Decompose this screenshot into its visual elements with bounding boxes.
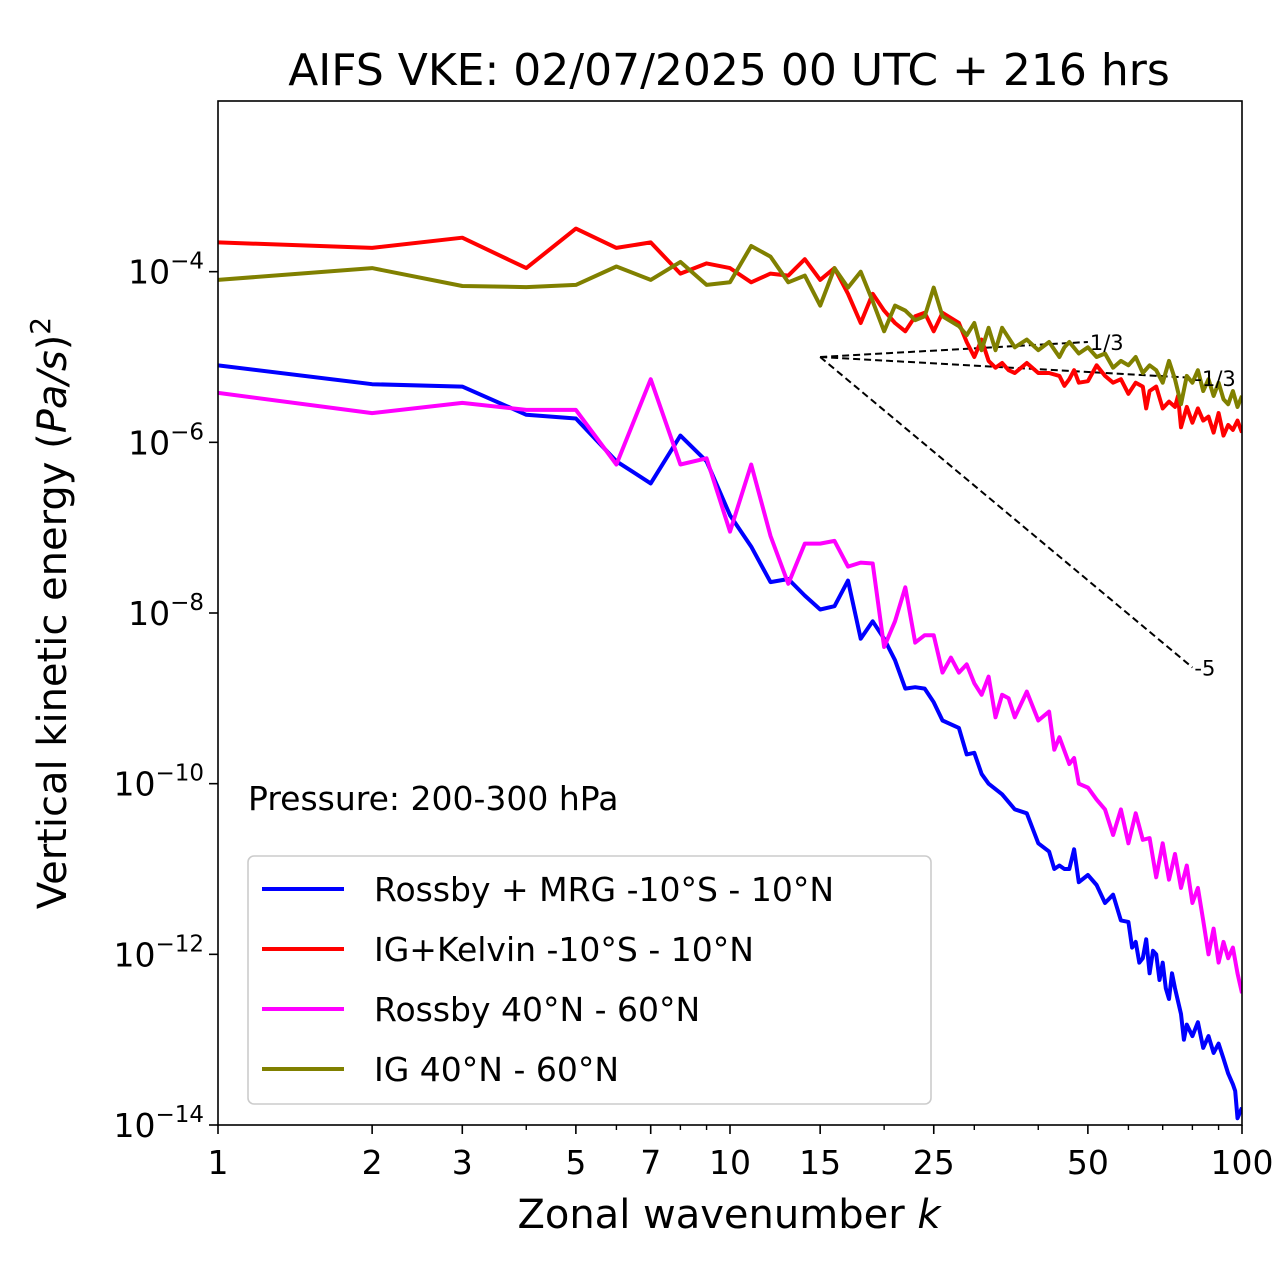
y-tick-exponent: −4 [170, 249, 204, 275]
series-line-ig-40-n-60-n [218, 244, 1242, 409]
y-tick-exponent: −8 [170, 590, 204, 616]
y-tick-label: 10−8 [128, 590, 204, 633]
x-tick-label: 25 [913, 1143, 955, 1182]
y-tick-label: 10−12 [113, 931, 204, 974]
pressure-annotation: Pressure: 200-300 hPa [248, 779, 618, 818]
x-tick-label: 5 [565, 1143, 586, 1182]
legend: Rossby + MRG -10°S - 10°N IG+Kelvin -10°S… [247, 855, 932, 1105]
x-tick-label: 10 [709, 1143, 751, 1182]
y-tick-base: 10 [128, 253, 170, 292]
chart-title: AIFS VKE: 02/07/2025 00 UTC + 216 hrs [288, 45, 1170, 96]
x-tick-label: 15 [799, 1143, 841, 1182]
legend-label-ig-kelvin-10-s-10-n: IG+Kelvin -10°S - 10°N [374, 930, 754, 969]
y-tick-base: 10 [113, 935, 155, 974]
y-tick-base: 10 [113, 1106, 155, 1145]
y-tick-exponent: −6 [170, 419, 204, 445]
y-axis-label-var: Pa/s [30, 350, 76, 433]
y-tick-exponent: −10 [155, 761, 204, 787]
x-tick-label: 3 [452, 1143, 473, 1182]
x-tick-label: 7 [640, 1143, 661, 1182]
y-tick-base: 10 [113, 765, 155, 804]
y-axis-label-exp: 2 [24, 317, 57, 335]
y-tick-label: 10−14 [113, 1102, 204, 1145]
reference-line-label-3: -5 [1194, 656, 1215, 680]
legend-label-rossby-40-n-60-n: Rossby 40°N - 60°N [374, 990, 700, 1029]
x-axis-ticks: 1 2 3 5 7 10 15 25 50 100 [208, 1125, 1274, 1182]
series-line-rossby-40-n-60-n [218, 377, 1242, 994]
series-line-rossby-mrg-10-s-10-n [218, 363, 1242, 1121]
x-tick-label: 2 [362, 1143, 383, 1182]
legend-label-rossby-mrg-10-s-10-n: Rossby + MRG -10°S - 10°N [374, 870, 834, 909]
reference-line-3 [819, 356, 1194, 669]
reference-line-2 [820, 356, 1193, 379]
y-tick-label: 10−10 [113, 761, 204, 804]
y-tick-exponent: −12 [155, 931, 204, 957]
x-axis-label: Zonal wavenumber k [517, 1192, 942, 1238]
y-tick-label: 10−4 [128, 249, 204, 292]
legend-items: Rossby + MRG -10°S - 10°N IG+Kelvin -10°S… [262, 870, 834, 1089]
legend-box [247, 855, 932, 1105]
reference-line-label-1: 1/3 [1090, 331, 1124, 355]
series-layer [218, 226, 1242, 1121]
y-axis-label: Vertical kinetic energy (Pa/s)2 [24, 317, 76, 909]
y-tick-base: 10 [128, 594, 170, 633]
y-tick-base: 10 [128, 423, 170, 462]
x-tick-label: 1 [208, 1143, 229, 1182]
x-axis-label-var: k [917, 1192, 942, 1238]
y-axis-label-close: ) [30, 335, 76, 351]
reference-labels: 1/3 -1/3 -5 [1090, 331, 1236, 680]
legend-label-ig-40-n-60-n: IG 40°N - 60°N [374, 1050, 619, 1089]
reference-line-label-2: -1/3 [1194, 367, 1235, 391]
x-axis-label-text: Zonal wavenumber [517, 1192, 905, 1238]
x-tick-label: 100 [1211, 1143, 1274, 1182]
y-axis-label-text: Vertical kinetic energy ( [30, 433, 76, 909]
y-tick-exponent: −14 [155, 1102, 204, 1128]
y-tick-label: 10−6 [128, 419, 204, 462]
x-tick-label: 50 [1067, 1143, 1109, 1182]
